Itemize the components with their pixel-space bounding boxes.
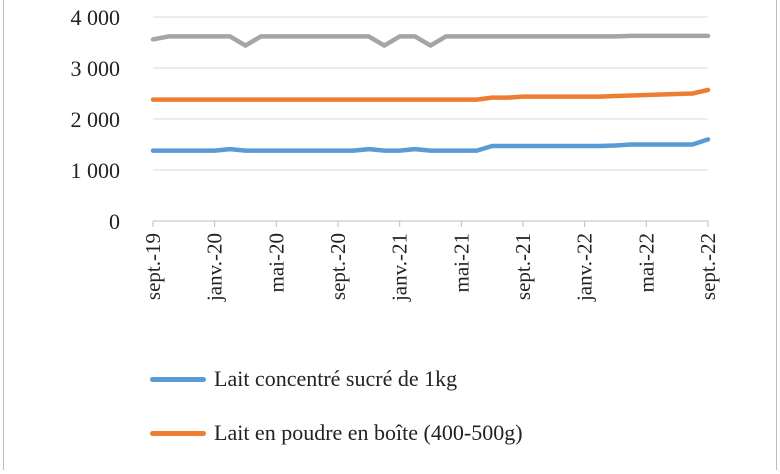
right-border-line	[776, 0, 777, 470]
series-line-concentre	[150, 137, 711, 153]
legend-item-concentre: Lait concentré sucré de 1kg	[150, 366, 523, 392]
y-tick-label: 2 000	[71, 107, 121, 132]
legend-item-poudre: Lait en poudre en boîte (400-500g)	[150, 420, 523, 446]
gridlines	[153, 16, 708, 222]
x-tick-label: janv.-20	[203, 233, 227, 302]
x-tick-label: mai-21	[449, 233, 473, 292]
y-tick-label: 0	[109, 209, 120, 234]
legend-label-concentre: Lait concentré sucré de 1kg	[214, 366, 458, 391]
legend-label-poudre: Lait en poudre en boîte (400-500g)	[214, 420, 523, 445]
x-tick-label: mai-20	[264, 233, 288, 292]
series-line-poudre	[150, 87, 711, 102]
left-border-line	[3, 0, 4, 470]
x-tick-label: janv.-22	[573, 233, 597, 302]
x-tick-label: sept.-19	[141, 233, 165, 300]
y-tick-label: 4 000	[71, 5, 121, 30]
x-axis-ticks: sept.-19 janv.-20 mai-20 sept.-20 janv.-21 ma…	[141, 221, 720, 302]
y-tick-label: 3 000	[71, 56, 121, 81]
series-line-gris	[150, 33, 711, 48]
legend-swatch-concentre	[150, 376, 206, 382]
legend: Lait concentré sucré de 1kg Lait en poud…	[150, 366, 523, 474]
y-axis-ticks: 0 1 000 2 000 3 000 4 000	[71, 5, 121, 234]
y-tick-label: 1 000	[71, 158, 121, 183]
x-tick-label: sept.-21	[511, 233, 535, 300]
x-tick-label: janv.-21	[388, 233, 412, 302]
legend-swatch-poudre	[150, 430, 206, 436]
line-chart: 0 1 000 2 000 3 000 4 000 sept.-19 janv.-20 ma…	[71, 5, 721, 302]
x-tick-label: sept.-20	[326, 233, 350, 300]
x-tick-label: mai-22	[634, 233, 658, 292]
x-tick-label: sept.-22	[696, 233, 720, 300]
series-lines	[150, 33, 711, 153]
